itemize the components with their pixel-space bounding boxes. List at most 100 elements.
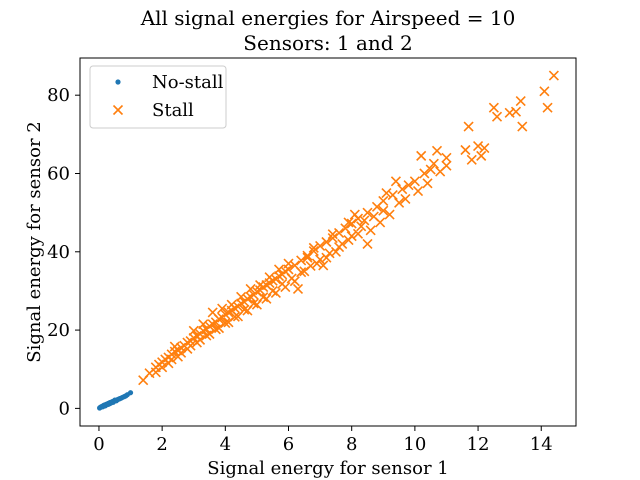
stall-point [150,367,161,378]
legend-stall-marker [112,104,124,116]
stall-point [397,184,408,195]
stall-point [327,233,338,244]
stall-point [349,209,360,220]
stall-point [463,121,474,132]
stall-point [296,255,307,266]
stall-point [362,238,373,250]
stall-point [191,337,202,348]
stall-point [488,102,499,113]
stall-point [412,186,424,197]
stall-point [422,178,433,189]
stall-point [425,164,436,175]
stall-point [292,283,304,295]
stall-point [229,311,240,322]
stall-point [308,242,319,253]
stall-point [327,229,338,240]
stall-point [204,328,215,340]
stall-point [239,304,250,315]
x-tick-label: 2 [156,434,167,455]
x-axis-label: Signal energy for sensor 1 [207,458,449,479]
stall-point [387,189,398,201]
stall-point [220,317,231,329]
legend-no-stall-marker [115,79,121,85]
stall-point [245,283,256,295]
stall-point [394,197,405,208]
stall-point [321,252,332,263]
y-tick-label: 60 [47,163,70,184]
stall-point [305,260,316,271]
legend: No-stall Stall [89,65,227,129]
stall-point [330,246,341,257]
stall-point [343,234,354,246]
stall-point [321,236,332,248]
stall-point [346,218,357,229]
stall-point [210,324,221,335]
stall-point [365,225,376,236]
stall-point [255,279,266,291]
stall-point [198,319,209,330]
stall-point [419,168,430,179]
stall-point [283,258,294,269]
data-points [96,70,559,411]
stall-point [302,250,313,261]
stall-point [213,323,225,334]
stall-point [375,217,386,228]
stall-point [261,293,272,304]
stall-point [542,102,553,113]
stall-point [362,207,373,218]
stall-point [296,267,307,278]
axis-ticks: 0 2 4 6 8 10 12 14 0 20 40 60 80 [47,85,553,455]
stall-point [324,248,335,259]
y-tick-label: 40 [47,242,70,263]
stall-point [182,343,193,354]
stall-point [441,152,452,163]
stall-point [340,223,351,234]
no-stall-point [127,390,134,396]
x-tick-label: 0 [93,434,104,455]
stall-point [403,180,414,191]
x-tick-label: 10 [403,434,426,455]
legend-stall-label: Stall [152,100,194,121]
stall-point [343,217,354,228]
stall-point [302,252,313,263]
stall-point [460,144,471,156]
chart-title: All signal energies for Airspeed = 10 [140,6,516,30]
stall-point [169,341,180,352]
stall-point [352,228,364,239]
stall-point [515,95,526,107]
stall-point [390,176,401,187]
stall-point [258,292,269,303]
stall-point [286,273,297,284]
stall-point [315,254,326,265]
stall-point [441,160,452,171]
stall-point [356,221,367,232]
stall-point [157,362,168,373]
x-tick-label: 14 [530,434,553,455]
stall-point [466,154,477,165]
x-tick-label: 12 [467,434,490,455]
legend-no-stall-label: No-stall [152,72,224,93]
stall-point [267,285,278,297]
stall-point [318,260,329,271]
stall-point [381,187,392,199]
stall-point [428,158,439,169]
chart-subtitle: Sensors: 1 and 2 [243,31,412,55]
stall-point [476,150,487,161]
plot-area [79,57,577,427]
stall-point [315,240,326,251]
stall-point [188,325,199,336]
y-tick-label: 80 [47,85,70,106]
stall-point [384,209,395,220]
no-stall-point [112,397,118,403]
stall-point [172,351,184,362]
legend-box [89,65,227,129]
stall-point [539,86,550,97]
stall-point [510,106,522,117]
y-tick-label: 20 [47,320,70,341]
stall-point [333,242,345,253]
stall-point [479,142,490,154]
stall-point [416,150,427,161]
stall-point [207,307,218,318]
stall-point [217,303,228,314]
